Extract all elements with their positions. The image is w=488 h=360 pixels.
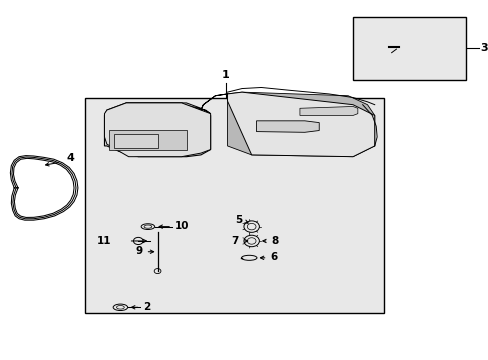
Bar	[352, 17, 466, 80]
Circle shape	[157, 110, 167, 117]
Text: 10: 10	[174, 221, 188, 231]
Bar	[109, 130, 186, 149]
Polygon shape	[104, 103, 210, 157]
Circle shape	[137, 120, 158, 136]
Text: 2: 2	[143, 302, 150, 312]
Bar	[85, 98, 384, 313]
Polygon shape	[299, 107, 357, 116]
Text: 6: 6	[269, 252, 277, 262]
Text: 1: 1	[222, 69, 229, 80]
Circle shape	[134, 118, 161, 138]
Circle shape	[167, 150, 176, 156]
Polygon shape	[201, 92, 374, 157]
Text: 7: 7	[231, 235, 239, 246]
Circle shape	[131, 135, 141, 142]
Polygon shape	[256, 121, 319, 132]
Polygon shape	[119, 103, 210, 151]
Text: 8: 8	[270, 235, 278, 246]
Circle shape	[162, 134, 172, 141]
Text: 4: 4	[66, 153, 74, 163]
Polygon shape	[104, 103, 210, 157]
Circle shape	[125, 112, 135, 119]
Text: 5: 5	[234, 215, 242, 225]
Text: 11: 11	[97, 235, 111, 246]
Polygon shape	[227, 92, 374, 157]
Text: 9: 9	[136, 246, 143, 256]
Bar	[114, 134, 157, 148]
Text: 3: 3	[479, 43, 487, 53]
